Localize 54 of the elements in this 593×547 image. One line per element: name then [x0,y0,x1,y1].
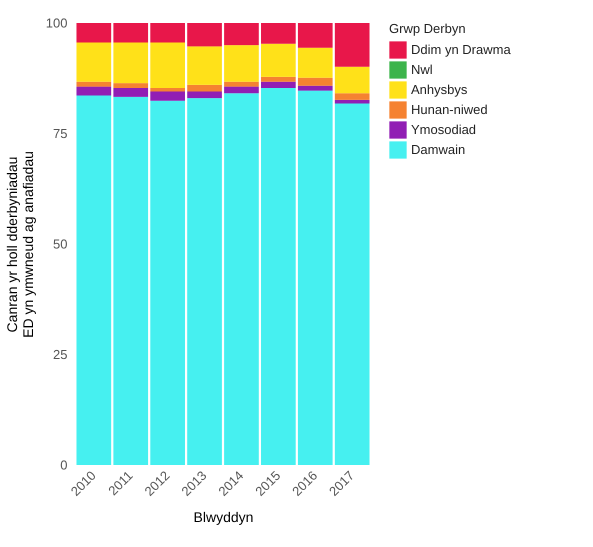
bar [76,82,112,87]
y-tick-label: 75 [53,126,68,141]
bar [187,23,222,46]
bar [224,93,259,465]
bar [150,100,185,465]
bar [113,23,148,42]
bar [261,88,296,465]
bar [298,78,333,86]
bar [113,96,148,465]
bar [298,90,333,465]
bar [224,82,259,87]
bar [113,83,148,88]
bar [224,23,259,46]
legend-label: Anhysbys [411,82,468,97]
y-tick-label: 25 [53,347,68,362]
bar [187,98,222,465]
legend-label: Hunan-niwed [411,102,488,117]
bar [298,23,333,48]
bar [334,103,370,465]
bar [298,48,333,78]
bar [150,88,185,92]
bar [76,42,112,82]
y-axis-title: Canran yr holl dderbyniadau ED yn ymwneud ag anafiadau [4,151,36,338]
bar [334,93,370,100]
legend-label: Ddim yn Drawma [411,42,512,57]
legend-label: Ymosodiad [411,122,476,137]
legend-label: Nwl [411,62,433,77]
bar [187,84,222,92]
bar [76,23,112,42]
legend-label: Damwain [411,142,466,157]
bar [298,86,333,91]
bar [113,88,148,97]
bar [150,23,185,42]
x-axis-title: Blwyddyn [194,508,254,525]
bar [261,44,296,77]
bar [187,92,222,98]
bar [150,92,185,101]
y-tick-label: 50 [53,236,68,252]
bar [334,23,370,67]
bar [224,45,259,82]
bar [76,95,112,465]
y-tick-label: 0 [60,458,68,472]
bar [334,66,370,94]
bar [150,42,185,88]
bar [224,86,259,94]
bar [261,76,296,82]
y-tick-label: 100 [46,16,68,30]
bar [113,42,148,84]
bar [261,82,296,88]
bar [334,100,370,104]
bar [187,46,222,85]
bar [76,86,112,96]
legend-title: Grwp Derbyn [389,21,466,36]
bar [261,23,296,44]
